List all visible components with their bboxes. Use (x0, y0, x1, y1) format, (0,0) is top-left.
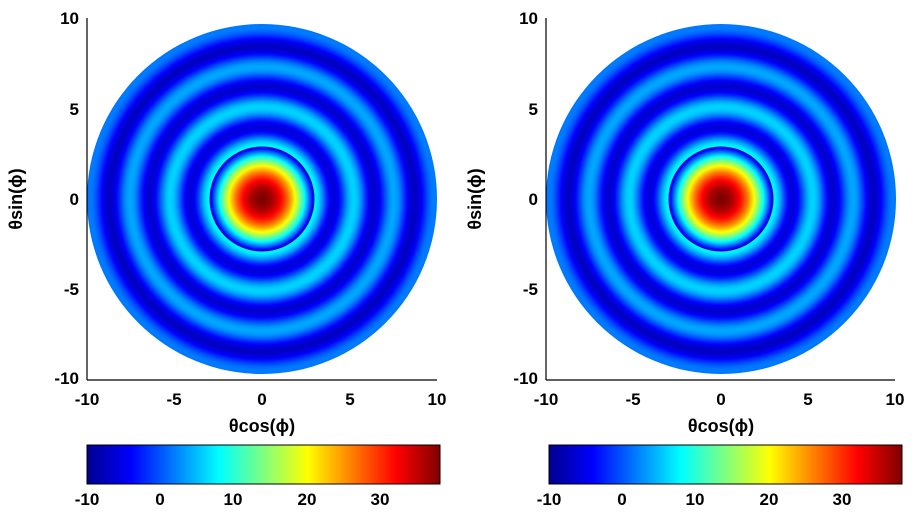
right-colorbar-tick: -10 (537, 490, 562, 509)
right-colorbar-tick: 30 (833, 490, 852, 509)
left-colorbar-tick: 30 (371, 490, 390, 509)
left-x-axis-label: θcos(ϕ) (229, 416, 295, 436)
right-colorbar-tick: 20 (760, 490, 779, 509)
right-xtick-label: 0 (716, 390, 725, 409)
right-xtick-label: 5 (803, 390, 812, 409)
left-y-axis-label: θsin(ϕ) (6, 168, 26, 229)
right-xtick-label: -5 (625, 390, 640, 409)
right-colorbar-tick: 0 (617, 490, 626, 509)
right-xtick-label: -10 (534, 390, 559, 409)
left-colorbar-tick: -10 (75, 490, 100, 509)
left-ytick-label: -5 (64, 280, 79, 299)
right-ytick-label: 5 (529, 100, 538, 119)
left-xtick-label: 10 (428, 390, 447, 409)
right-x-axis-label: θcos(ϕ) (688, 416, 754, 436)
left-colorbar (86, 444, 441, 485)
right-ytick-label: 10 (519, 9, 538, 28)
left-heatmap (87, 24, 437, 374)
left-colorbar-tick: 20 (298, 490, 317, 509)
right-ytick-label: -5 (523, 280, 538, 299)
right-colorbar-tick: 10 (686, 490, 705, 509)
left-ytick-label: 5 (70, 100, 79, 119)
left-xtick-label: 0 (257, 390, 266, 409)
left-ytick-label: 10 (60, 9, 79, 28)
left-ytick-label: 0 (70, 190, 79, 209)
right-heatmap (546, 24, 896, 374)
left-colorbar-tick: 0 (155, 490, 164, 509)
left-xtick-label: -10 (75, 390, 100, 409)
right-xtick-label: 10 (886, 390, 905, 409)
right-ytick-label: -10 (513, 369, 538, 388)
heatmap-peak (716, 194, 726, 204)
left-panel: 10 5 0 -5 -10 -10 -5 0 5 10 θcos(ϕ) θsin… (6, 9, 446, 509)
left-colorbar-tick: 10 (224, 490, 243, 509)
left-xtick-label: 5 (345, 390, 354, 409)
right-ytick-label: 0 (529, 190, 538, 209)
heatmap-peak (257, 194, 267, 204)
left-ytick-label: -10 (54, 369, 79, 388)
right-colorbar (548, 444, 903, 485)
right-panel: 10 5 0 -5 -10 -10 -5 0 5 10 θcos(ϕ) θsin… (465, 9, 904, 509)
right-y-axis-label: θsin(ϕ) (465, 168, 485, 229)
left-xtick-label: -5 (166, 390, 181, 409)
